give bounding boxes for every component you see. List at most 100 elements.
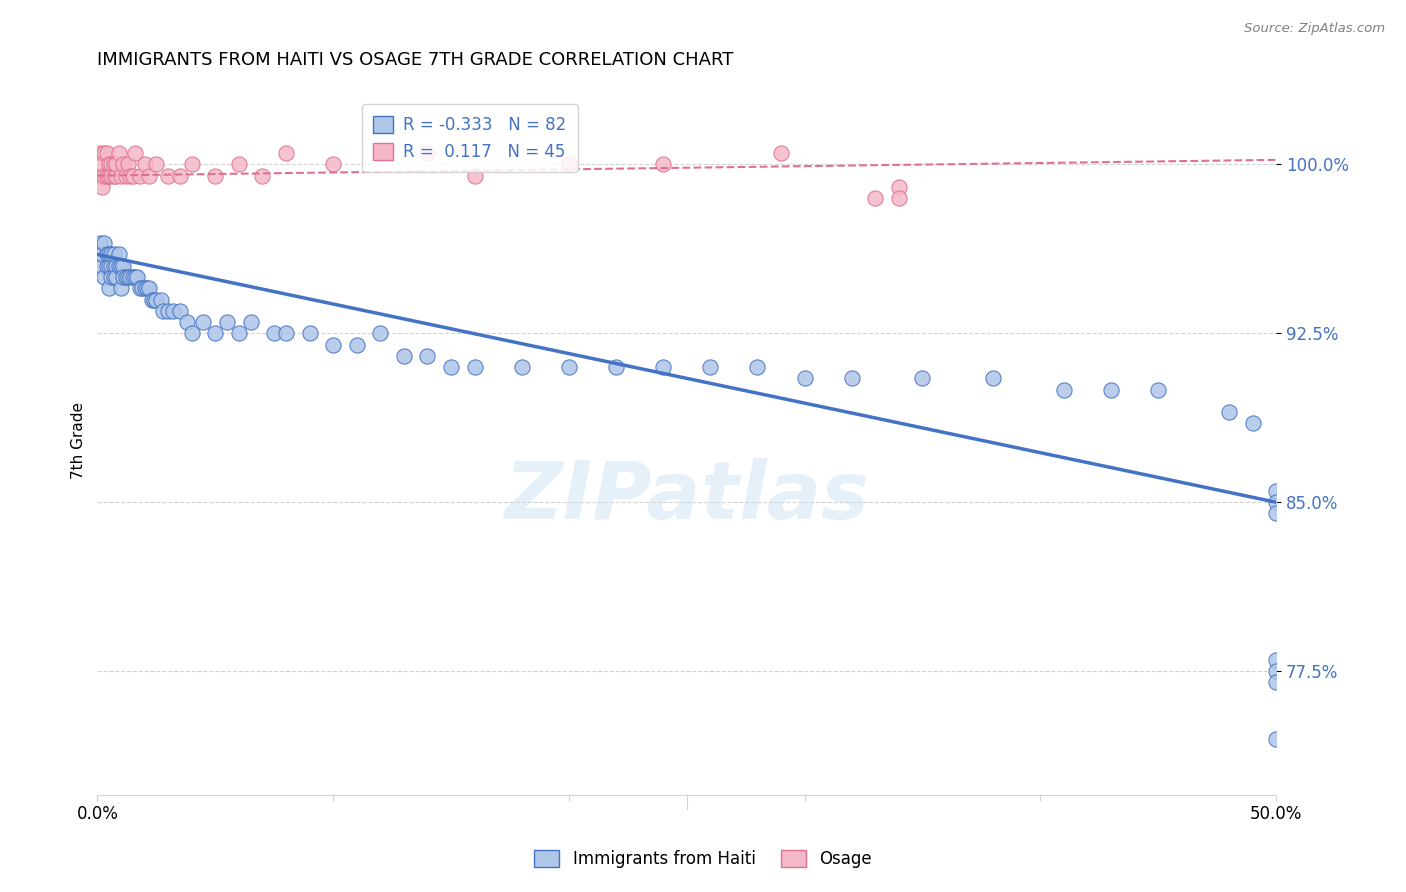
Point (274, 326, 297, 341)
Point (96, 247, 118, 261)
Point (142, 293, 165, 307)
Point (1053, 383, 1076, 397)
Text: IMMIGRANTS FROM HAITI VS OSAGE 7TH GRADE CORRELATION CHART: IMMIGRANTS FROM HAITI VS OSAGE 7TH GRADE… (97, 51, 734, 69)
Point (98, 281, 121, 295)
Point (121, 270, 143, 285)
Point (793, 371, 815, 385)
Point (150, 293, 173, 307)
Point (1241, 417, 1264, 431)
Point (105, 169, 128, 183)
Point (103, 157, 125, 171)
Point (98, 169, 121, 183)
Point (558, 360, 581, 375)
Point (98, 259, 121, 273)
Point (162, 303, 184, 318)
Point (128, 169, 150, 183)
Point (100, 259, 122, 273)
Point (322, 337, 344, 351)
Point (138, 169, 160, 183)
Point (204, 326, 226, 341)
Point (239, 315, 262, 329)
Point (112, 157, 135, 171)
Text: Source: ZipAtlas.com: Source: ZipAtlas.com (1244, 22, 1385, 36)
Point (346, 337, 368, 351)
Point (93, 146, 115, 161)
Point (89, 236, 111, 251)
Point (89, 146, 111, 161)
Point (112, 270, 135, 285)
Point (91, 247, 114, 261)
Point (110, 281, 132, 295)
Point (134, 281, 156, 295)
Point (416, 146, 439, 161)
Point (98, 247, 121, 261)
Point (135, 281, 157, 295)
Point (652, 360, 675, 375)
Point (841, 371, 863, 385)
Point (392, 349, 415, 363)
Point (89, 169, 111, 183)
Point (440, 360, 463, 375)
Point (127, 270, 149, 285)
Point (145, 293, 167, 307)
Point (107, 146, 129, 161)
Point (91, 180, 114, 194)
Point (176, 315, 198, 329)
Point (91, 259, 114, 273)
Point (96, 146, 118, 161)
Point (1265, 664, 1288, 678)
Point (134, 157, 156, 171)
Point (1265, 507, 1288, 521)
Point (887, 191, 910, 205)
Point (322, 157, 344, 171)
Point (510, 360, 533, 375)
Point (1265, 653, 1288, 667)
Point (98, 157, 121, 171)
Point (464, 169, 486, 183)
Point (769, 146, 792, 161)
Point (1147, 383, 1170, 397)
Legend: Immigrants from Haiti, Osage: Immigrants from Haiti, Osage (527, 843, 879, 875)
Point (252, 169, 274, 183)
Point (157, 169, 180, 183)
Point (103, 259, 125, 273)
Point (114, 169, 136, 183)
Point (169, 169, 191, 183)
Point (124, 270, 146, 285)
Point (981, 371, 1004, 385)
Point (1265, 675, 1288, 690)
Point (100, 270, 122, 285)
Point (120, 270, 142, 285)
Point (121, 169, 143, 183)
Point (103, 169, 125, 183)
Point (141, 293, 163, 307)
Legend: R = -0.333   N = 82, R =  0.117   N = 45: R = -0.333 N = 82, R = 0.117 N = 45 (361, 104, 578, 172)
Point (107, 259, 129, 273)
Point (93, 169, 115, 183)
Point (263, 326, 285, 341)
Point (103, 247, 125, 261)
Point (112, 259, 135, 273)
Point (180, 157, 202, 171)
Point (204, 169, 226, 183)
Point (91, 157, 114, 171)
Point (1218, 405, 1240, 419)
Point (120, 169, 142, 183)
Point (180, 326, 202, 341)
Point (605, 360, 627, 375)
Point (124, 146, 146, 161)
Point (105, 259, 128, 273)
Point (747, 360, 769, 375)
Point (100, 157, 122, 171)
Point (464, 360, 486, 375)
Point (110, 169, 132, 183)
Point (93, 236, 115, 251)
Point (699, 360, 721, 375)
Point (107, 247, 129, 261)
Point (865, 191, 887, 205)
Point (911, 371, 934, 385)
Point (138, 281, 160, 295)
Point (228, 157, 250, 171)
Point (169, 303, 191, 318)
Point (1265, 495, 1288, 509)
